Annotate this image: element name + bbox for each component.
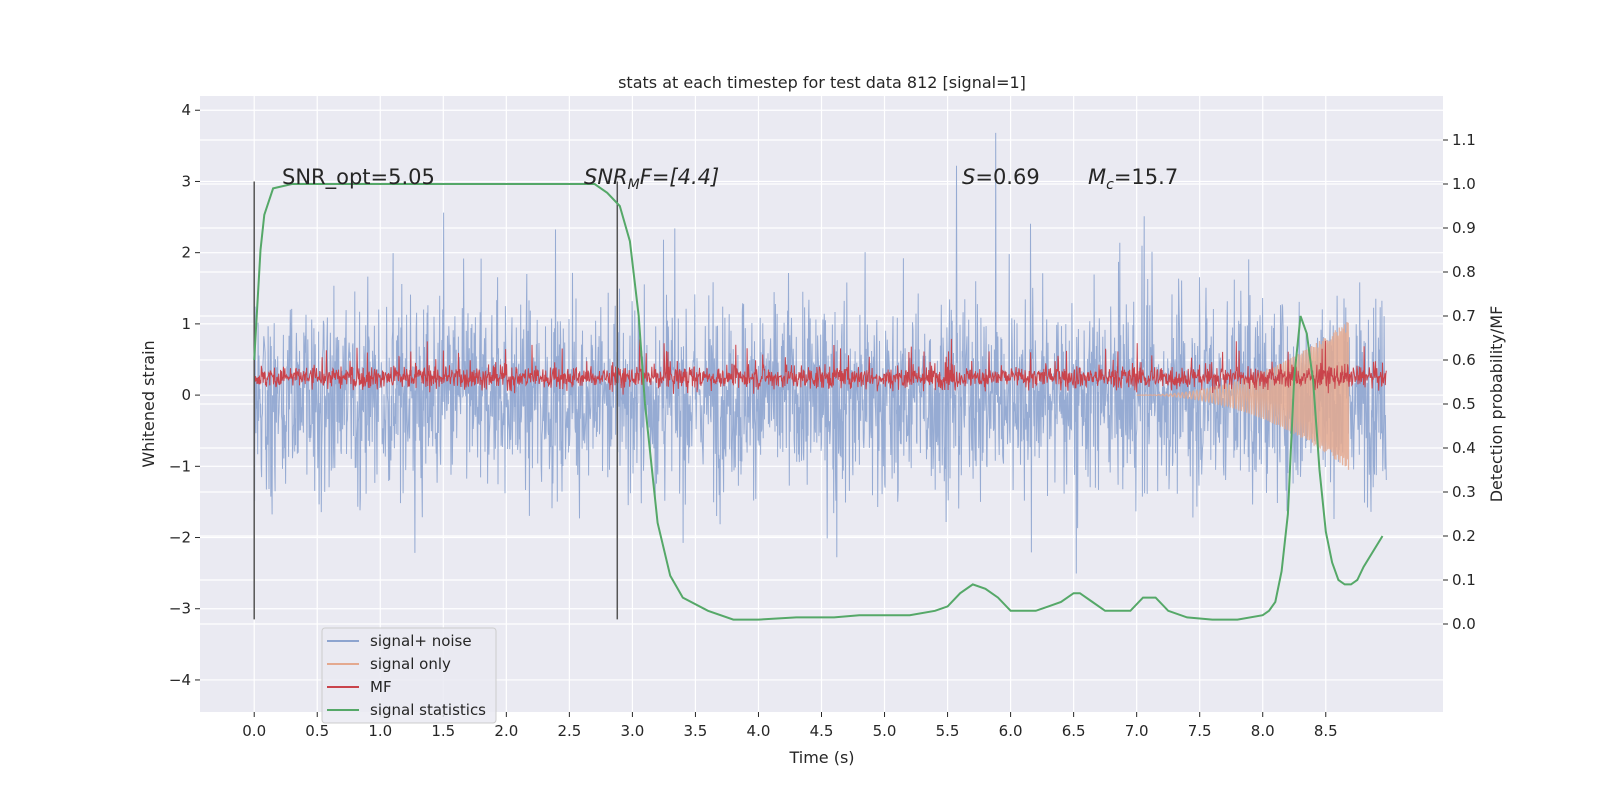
s-italic: S bbox=[962, 165, 975, 189]
series-signal-only bbox=[1136, 321, 1350, 470]
y-axis-label-right: Detection probability/MF bbox=[1487, 306, 1506, 503]
y-tick-label-right: 0.6 bbox=[1452, 351, 1476, 369]
x-tick-label: 7.0 bbox=[1125, 722, 1149, 740]
x-tick-label: 0.0 bbox=[242, 722, 266, 740]
series-signal-noise bbox=[253, 132, 1387, 574]
y-tick-label-right: 0.4 bbox=[1452, 439, 1476, 457]
legend-label-signal: signal only bbox=[370, 655, 451, 673]
x-tick-label: 6.0 bbox=[999, 722, 1023, 740]
y-tick-label-right: 0.9 bbox=[1452, 219, 1476, 237]
y-tick-label-left: −2 bbox=[169, 529, 191, 547]
y-tick-label-right: 0.0 bbox=[1452, 615, 1476, 633]
legend-label-stat: signal statistics bbox=[370, 701, 486, 719]
x-tick-label: 5.0 bbox=[873, 722, 897, 740]
snr-mf-main: SNR bbox=[584, 165, 628, 189]
x-tick-label: 1.5 bbox=[431, 722, 455, 740]
y-tick-label-right: 1.0 bbox=[1452, 175, 1476, 193]
x-tick-label: 7.5 bbox=[1188, 722, 1212, 740]
x-tick-label: 6.5 bbox=[1062, 722, 1086, 740]
x-tick-label: 1.0 bbox=[368, 722, 392, 740]
x-tick-label: 5.5 bbox=[936, 722, 960, 740]
mc-value: =15.7 bbox=[1114, 165, 1178, 189]
y-tick-label-right: 0.5 bbox=[1452, 395, 1476, 413]
series-signal-statistics bbox=[253, 183, 1384, 621]
y-axis-label-left: Whitened strain bbox=[139, 340, 158, 467]
mc-italic: M bbox=[1088, 165, 1106, 189]
x-tick-label: 0.5 bbox=[305, 722, 329, 740]
y-tick-label-right: 0.3 bbox=[1452, 483, 1476, 501]
x-tick-label: 8.0 bbox=[1251, 722, 1275, 740]
s-value: =0.69 bbox=[975, 165, 1039, 189]
annotation-snr-opt: SNR_opt=5.05 bbox=[282, 165, 435, 190]
y-tick-label-right: 0.2 bbox=[1452, 527, 1476, 545]
x-tick-label: 3.5 bbox=[684, 722, 708, 740]
vertical-markers bbox=[253, 181, 619, 620]
legend-label-mf: MF bbox=[370, 678, 392, 696]
y-tick-label-left: −3 bbox=[169, 600, 191, 618]
x-tick-label: 4.0 bbox=[747, 722, 771, 740]
annotation-mc: Mc=15.7 bbox=[1088, 165, 1178, 193]
signal-noise-line bbox=[253, 132, 1387, 574]
annotation-snr-mf: SNRMF=[4.4] bbox=[584, 165, 719, 193]
axis-ticks: 0.0 0.5 1.0 1.5 2.0 2.5 3.0 3.5 4.0 4.5 5.0 5.5 6.0 6… bbox=[169, 101, 1476, 740]
annotation-s: S=0.69 bbox=[962, 165, 1040, 189]
signal-statistics-line bbox=[253, 183, 1384, 621]
x-tick-label: 2.5 bbox=[557, 722, 581, 740]
mc-sub: c bbox=[1106, 177, 1114, 193]
y-tick-label-left: 3 bbox=[181, 172, 191, 190]
y-tick-label-right: 0.8 bbox=[1452, 263, 1476, 281]
y-tick-label-right: 0.1 bbox=[1452, 571, 1476, 589]
series-mf bbox=[253, 338, 1387, 395]
y-tick-label-left: 4 bbox=[181, 101, 191, 119]
x-tick-label: 3.0 bbox=[620, 722, 644, 740]
y-tick-label-left: 1 bbox=[181, 315, 191, 333]
y-tick-label-left: −1 bbox=[169, 457, 191, 475]
x-tick-label: 4.5 bbox=[810, 722, 834, 740]
chart-title: stats at each timestep for test data 812… bbox=[618, 73, 1026, 92]
x-axis-label: Time (s) bbox=[788, 748, 854, 767]
legend: signal+ noise signal only MF signal stat… bbox=[321, 627, 497, 724]
snr-mf-rest: F=[4.4] bbox=[640, 165, 719, 189]
x-tick-label: 8.5 bbox=[1314, 722, 1338, 740]
y-tick-label-left: −4 bbox=[169, 671, 191, 689]
signal-only-line bbox=[1136, 321, 1350, 470]
mf-line bbox=[253, 338, 1387, 395]
y-tick-label-left: 2 bbox=[181, 244, 191, 262]
snr-mf-sub: M bbox=[628, 177, 640, 193]
y-tick-label-left: 0 bbox=[181, 386, 191, 404]
y-tick-label-right: 0.7 bbox=[1452, 307, 1476, 325]
legend-label-noise: signal+ noise bbox=[370, 632, 472, 650]
x-tick-label: 2.0 bbox=[494, 722, 518, 740]
legend-box bbox=[321, 627, 497, 724]
y-tick-label-right: 1.1 bbox=[1452, 131, 1476, 149]
